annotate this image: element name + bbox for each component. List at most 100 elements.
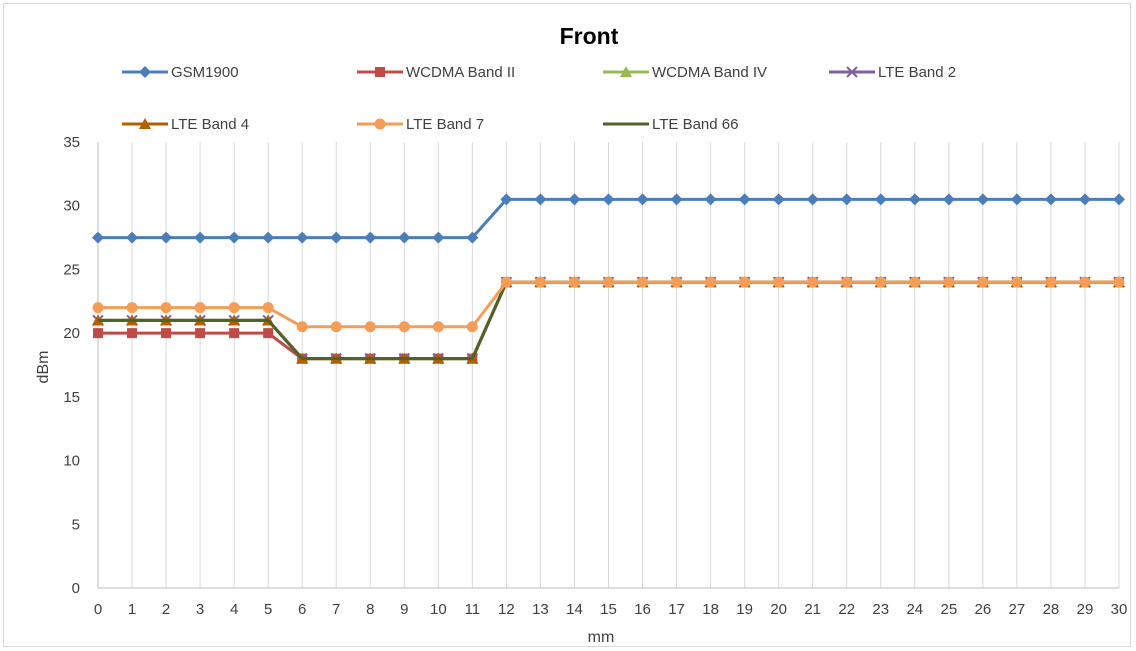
data-point <box>228 302 240 314</box>
data-point <box>670 193 683 206</box>
legend-item: WCDMA Band II <box>357 64 515 81</box>
data-point <box>1113 193 1125 206</box>
x-tick-label: 18 <box>702 601 719 618</box>
legend-item: LTE Band 2 <box>829 64 956 81</box>
legend: GSM1900 WCDMA Band II WCDMA Band IV LTE Ban… <box>122 64 956 133</box>
x-tick-label: 0 <box>94 601 102 618</box>
data-point <box>908 193 921 206</box>
data-point <box>330 231 343 244</box>
chart-title: Front <box>560 23 619 49</box>
x-tick-label: 9 <box>400 601 408 618</box>
data-point <box>840 193 853 206</box>
data-point <box>772 193 785 206</box>
data-point <box>500 276 512 288</box>
data-point <box>228 231 241 244</box>
data-point <box>773 276 785 288</box>
data-point <box>229 328 240 339</box>
x-tick-label: 4 <box>230 601 238 618</box>
legend-marker <box>374 118 386 130</box>
data-point <box>160 302 172 314</box>
data-point <box>841 276 853 288</box>
legend-item: GSM1900 <box>122 64 239 81</box>
legend-label: LTE Band 7 <box>406 116 484 133</box>
x-tick-label: 22 <box>838 601 855 618</box>
data-point <box>1113 276 1125 288</box>
series-gsm1900 <box>92 193 1125 244</box>
data-point <box>1044 193 1057 206</box>
data-point <box>93 328 103 339</box>
legend-item: WCDMA Band IV <box>603 64 767 81</box>
legend-label: WCDMA Band IV <box>652 64 767 81</box>
data-point <box>466 231 479 244</box>
data-point <box>262 231 275 244</box>
data-point <box>296 321 308 333</box>
x-tick-label: 6 <box>298 601 306 618</box>
data-point <box>977 276 989 288</box>
legend-marker <box>139 66 151 78</box>
data-point <box>398 231 411 244</box>
legend-item: LTE Band 7 <box>357 116 484 133</box>
y-tick-label: 25 <box>63 261 80 278</box>
x-tick-label: 2 <box>162 601 170 618</box>
legend-label: WCDMA Band II <box>406 64 515 81</box>
x-axis-title: mm <box>588 629 615 646</box>
x-tick-label: 29 <box>1077 601 1094 618</box>
legend-item: LTE Band 66 <box>603 116 738 133</box>
x-tick-label: 1 <box>128 601 136 618</box>
data-point <box>160 231 173 244</box>
y-tick-label: 15 <box>63 389 80 406</box>
data-point <box>1078 193 1091 206</box>
data-point <box>534 276 546 288</box>
x-tick-label: 15 <box>600 601 617 618</box>
y-axis-title: dBm <box>35 351 52 384</box>
x-tick-label: 17 <box>668 601 685 618</box>
x-tick-label: 10 <box>430 601 447 618</box>
data-point <box>806 193 819 206</box>
data-point <box>874 193 887 206</box>
legend-label: LTE Band 66 <box>652 116 738 133</box>
data-point <box>127 328 138 339</box>
data-point <box>637 276 649 288</box>
data-point <box>194 302 206 314</box>
data-point <box>92 302 104 314</box>
x-tick-label: 26 <box>975 601 992 618</box>
data-point <box>263 328 274 339</box>
legend-marker <box>375 67 385 77</box>
x-tick-labels: 0 1 2 3 4 5 6 7 8 9 10 11 12 13 14 15 16 17 18 19 20 21 22 23 24… <box>94 601 1128 618</box>
x-tick-label: 7 <box>332 601 340 618</box>
data-point <box>296 231 309 244</box>
x-tick-label: 3 <box>196 601 204 618</box>
data-point <box>943 276 955 288</box>
y-tick-label: 5 <box>72 516 80 533</box>
data-point <box>161 328 172 339</box>
data-point <box>705 276 717 288</box>
y-tick-labels: 0 5 10 15 20 25 30 35 <box>63 134 80 597</box>
data-point <box>603 276 614 288</box>
x-tick-label: 23 <box>872 601 889 618</box>
data-point <box>875 276 887 288</box>
legend-label: LTE Band 2 <box>878 64 956 81</box>
data-point <box>1045 276 1057 288</box>
x-tick-label: 21 <box>804 601 821 618</box>
data-point <box>909 276 921 288</box>
data-point <box>942 193 955 206</box>
x-tick-label: 16 <box>634 601 651 618</box>
series-lte-band-7 <box>92 276 1125 333</box>
data-point <box>568 193 581 206</box>
y-tick-label: 20 <box>63 325 80 342</box>
data-point <box>194 231 207 244</box>
y-tick-label: 10 <box>63 453 80 470</box>
data-point <box>195 328 206 339</box>
data-point <box>92 231 104 244</box>
x-tick-label: 27 <box>1009 601 1026 618</box>
x-tick-label: 8 <box>366 601 374 618</box>
data-point <box>636 193 649 206</box>
data-point <box>364 321 376 333</box>
x-tick-label: 20 <box>770 601 787 618</box>
x-tick-label: 13 <box>532 601 549 618</box>
data-point <box>739 276 751 288</box>
y-tick-label: 30 <box>63 198 80 215</box>
data-point <box>466 321 478 333</box>
data-point <box>738 193 751 206</box>
